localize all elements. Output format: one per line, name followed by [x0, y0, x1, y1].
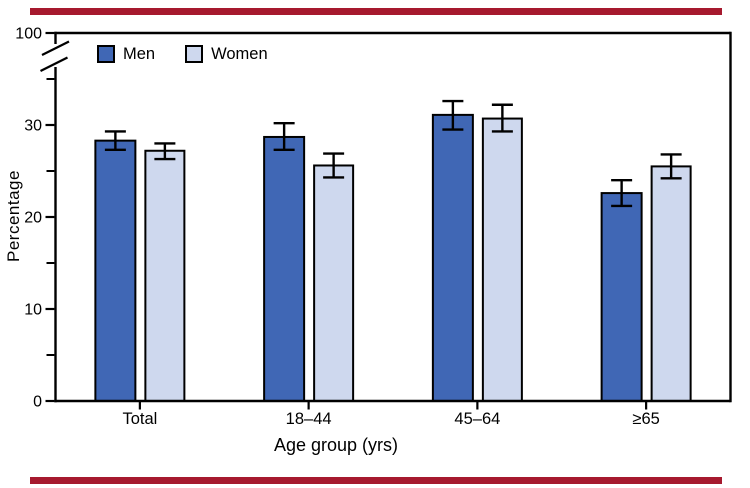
bar-men-0 — [94, 139, 137, 402]
bar-men-2 — [431, 113, 474, 402]
legend-swatch-women — [185, 45, 204, 63]
error-bars — [104, 99, 682, 208]
y-axis-title: Percentage — [4, 170, 23, 262]
axis-break-slash — [40, 56, 68, 72]
bar-women-3 — [650, 165, 692, 402]
legend-swatch-men — [97, 45, 115, 63]
axis-break-slash — [41, 40, 70, 56]
top-red-rule — [30, 8, 722, 15]
bottom-red-rule — [30, 477, 722, 484]
bar-women-1 — [313, 164, 355, 402]
y-tick-label: 0 — [33, 394, 42, 411]
bar-men-1 — [263, 135, 306, 403]
y-tick-label: 10 — [24, 302, 42, 319]
axis-labels: Total 18–44 45–64 ≥65 0 10 20 30 100 — [15, 26, 660, 429]
axes — [40, 31, 732, 410]
x-tick-label: 18–44 — [286, 410, 332, 428]
x-axis-title: Age group (yrs) — [273, 435, 399, 455]
bar-women-0 — [144, 149, 186, 402]
legend-label-women: Women — [211, 44, 268, 63]
y-tick-label-100: 100 — [15, 26, 42, 43]
bar-women-2 — [481, 117, 523, 402]
x-tick-label: 45–64 — [454, 410, 500, 428]
legend: Men Women — [97, 44, 268, 64]
bar-men-3 — [600, 192, 643, 402]
y-tick-label: 20 — [24, 210, 42, 227]
x-tick-label: Total — [122, 410, 157, 428]
x-tick-label: ≥65 — [632, 410, 659, 428]
y-tick-label: 30 — [24, 118, 42, 135]
bars — [94, 113, 692, 403]
legend-label-men: Men — [123, 44, 156, 63]
